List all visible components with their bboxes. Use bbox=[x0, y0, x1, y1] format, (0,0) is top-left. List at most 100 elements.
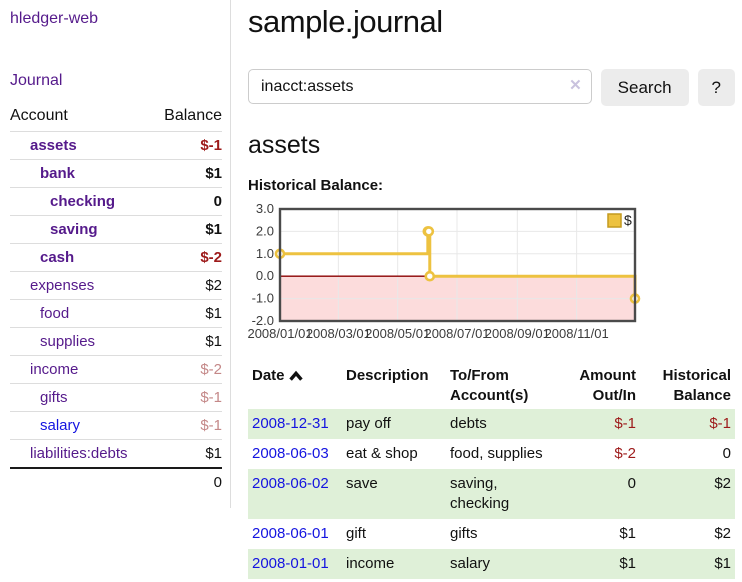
transaction-row: 2008-01-01 income salary $1 $1 bbox=[248, 549, 735, 579]
account-link[interactable]: food bbox=[40, 305, 70, 322]
account-balance: $-2 bbox=[152, 355, 222, 384]
register-table: Date Description To/From Account(s) Amou… bbox=[248, 363, 735, 579]
account-link[interactable]: assets bbox=[30, 137, 77, 154]
account-link[interactable]: saving bbox=[50, 221, 98, 238]
transaction-balance: $2 bbox=[714, 525, 731, 542]
transaction-accounts: salary bbox=[450, 555, 491, 572]
account-row: food $1 bbox=[10, 299, 222, 328]
account-balance: $-1 bbox=[152, 411, 222, 440]
account-balance: $1 bbox=[152, 327, 222, 356]
svg-text:2008/01/01: 2008/01/01 bbox=[247, 326, 312, 341]
transaction-accounts: saving, checking bbox=[450, 475, 510, 512]
transaction-date-link[interactable]: 2008-06-01 bbox=[252, 525, 329, 542]
page-title: sample.journal bbox=[248, 4, 443, 39]
transaction-amount: $1 bbox=[619, 555, 636, 572]
sort-ascending-icon bbox=[288, 367, 303, 387]
account-balance: $1 bbox=[152, 215, 222, 244]
transaction-amount: $-2 bbox=[614, 445, 636, 462]
svg-text:$: $ bbox=[624, 212, 632, 228]
chart-title: Historical Balance: bbox=[248, 177, 384, 194]
register-header-description: Description bbox=[346, 367, 429, 384]
accounts-total-row: 0 bbox=[10, 467, 222, 496]
clear-search-icon[interactable]: ✕ bbox=[569, 77, 582, 94]
account-link[interactable]: gifts bbox=[40, 389, 68, 406]
account-link[interactable]: supplies bbox=[40, 333, 96, 350]
transaction-date-link[interactable]: 2008-06-03 bbox=[252, 445, 329, 462]
account-link[interactable]: income bbox=[30, 361, 79, 378]
account-row: saving $1 bbox=[10, 215, 222, 244]
register-header-balance: Historical Balance bbox=[662, 367, 731, 404]
sidebar: hledger-web Journal Account Balance asse… bbox=[0, 0, 231, 508]
svg-text:1.0: 1.0 bbox=[256, 246, 274, 261]
svg-text:2008/11/01: 2008/11/01 bbox=[545, 326, 609, 341]
transaction-accounts: debts bbox=[450, 415, 487, 432]
account-row: supplies $1 bbox=[10, 327, 222, 356]
account-heading: assets bbox=[248, 131, 321, 159]
accounts-total-value: 0 bbox=[152, 467, 222, 496]
transaction-description: income bbox=[346, 555, 395, 572]
transaction-row: 2008-06-01 gift gifts $1 $2 bbox=[248, 519, 735, 549]
transaction-balance: $-1 bbox=[709, 415, 731, 432]
transaction-description: eat & shop bbox=[346, 445, 418, 462]
svg-text:-1.0: -1.0 bbox=[252, 291, 274, 306]
svg-text:3.0: 3.0 bbox=[256, 201, 274, 216]
account-row: checking 0 bbox=[10, 187, 222, 216]
account-row: bank $1 bbox=[10, 159, 222, 188]
account-link[interactable]: bank bbox=[40, 165, 76, 182]
svg-text:0.0: 0.0 bbox=[256, 268, 274, 283]
account-row: salary $-1 bbox=[10, 411, 222, 440]
account-row: income $-2 bbox=[10, 355, 222, 384]
accounts-header-account: Account bbox=[10, 107, 68, 124]
account-link[interactable]: liabilities:debts bbox=[30, 445, 128, 462]
search-form: ✕ Search ? bbox=[248, 69, 735, 106]
help-button[interactable]: ? bbox=[697, 69, 735, 106]
accounts-balance-table: Account Balance assets $-1 bank $1 check… bbox=[10, 103, 222, 496]
register-header-date[interactable]: Date bbox=[248, 363, 342, 409]
transaction-description: pay off bbox=[346, 415, 391, 432]
transaction-description: save bbox=[346, 475, 378, 492]
account-row: assets $-1 bbox=[10, 131, 222, 160]
transaction-date-link[interactable]: 2008-06-02 bbox=[252, 475, 329, 492]
svg-text:-2.0: -2.0 bbox=[252, 313, 274, 328]
transaction-row: 2008-06-03 eat & shop food, supplies $-2… bbox=[248, 439, 735, 469]
svg-text:2008/09/01: 2008/09/01 bbox=[485, 326, 550, 341]
svg-text:2.0: 2.0 bbox=[256, 223, 274, 238]
svg-text:2008/03/01: 2008/03/01 bbox=[306, 326, 371, 341]
account-balance: $1 bbox=[152, 299, 222, 328]
account-link[interactable]: salary bbox=[40, 417, 81, 434]
transaction-row: 2008-12-31 pay off debts $-1 $-1 bbox=[248, 409, 735, 439]
account-row: gifts $-1 bbox=[10, 383, 222, 412]
historical-balance-chart[interactable]: $3.0 2.0 1.0 0.0 -1.0 -2.0 2008/01/01 2008/03/0… bbox=[247, 201, 641, 345]
account-balance: 0 bbox=[152, 187, 222, 216]
register-header-row: Date Description To/From Account(s) Amou… bbox=[248, 363, 735, 409]
account-row: expenses $2 bbox=[10, 271, 222, 300]
app-title-link[interactable]: hledger-web bbox=[10, 10, 99, 27]
transaction-amount: $1 bbox=[619, 525, 636, 542]
transaction-balance: $2 bbox=[714, 475, 731, 492]
transaction-amount: 0 bbox=[627, 475, 636, 492]
account-balance: $1 bbox=[152, 439, 222, 468]
transaction-date-link[interactable]: 2008-01-01 bbox=[252, 555, 329, 572]
transaction-balance: 0 bbox=[722, 445, 731, 462]
account-balance: $-1 bbox=[152, 383, 222, 412]
transaction-accounts: gifts bbox=[450, 525, 478, 542]
sidebar-item-journal[interactable]: Journal bbox=[10, 72, 63, 89]
account-link[interactable]: expenses bbox=[30, 277, 95, 294]
svg-text:2008/07/01: 2008/07/01 bbox=[424, 326, 489, 341]
account-row: cash $-2 bbox=[10, 243, 222, 272]
transaction-accounts: food, supplies bbox=[450, 445, 543, 462]
register-header-accounts: To/From Account(s) bbox=[450, 367, 529, 404]
transaction-balance: $1 bbox=[714, 555, 731, 572]
search-input[interactable] bbox=[248, 69, 592, 104]
account-row: liabilities:debts $1 bbox=[10, 439, 222, 468]
account-link[interactable]: cash bbox=[40, 249, 75, 266]
account-link[interactable]: checking bbox=[50, 193, 116, 210]
transaction-amount: $-1 bbox=[614, 415, 636, 432]
svg-text:2008/05/01: 2008/05/01 bbox=[365, 326, 430, 341]
accounts-header-balance: Balance bbox=[164, 107, 222, 124]
account-balance: $-1 bbox=[152, 131, 222, 160]
search-button[interactable]: Search bbox=[600, 69, 689, 106]
register-header-amount: Amount Out/In bbox=[579, 367, 636, 404]
transaction-date-link[interactable]: 2008-12-31 bbox=[252, 415, 329, 432]
